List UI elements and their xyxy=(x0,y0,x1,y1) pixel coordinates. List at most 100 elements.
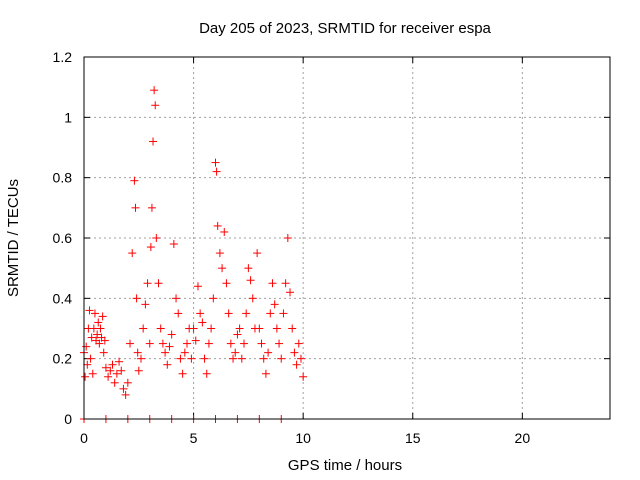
data-point xyxy=(161,348,170,357)
data-point xyxy=(96,324,105,333)
data-point xyxy=(239,339,248,348)
data-point xyxy=(100,336,109,345)
data-point xyxy=(99,348,108,357)
data-point xyxy=(264,348,273,357)
data-point xyxy=(141,300,150,309)
data-point xyxy=(130,176,139,185)
data-point xyxy=(134,366,143,375)
data-point xyxy=(112,369,121,378)
data-point xyxy=(204,339,213,348)
data-point xyxy=(207,324,216,333)
data-point xyxy=(132,294,141,303)
data-point xyxy=(87,333,96,342)
data-point xyxy=(233,330,242,339)
data-point xyxy=(95,339,104,348)
data-point xyxy=(296,354,305,363)
data-point xyxy=(193,282,202,291)
data-point xyxy=(270,300,279,309)
data-point xyxy=(165,342,174,351)
y-tick-label: 1 xyxy=(64,109,72,125)
data-point xyxy=(123,378,132,387)
data-point xyxy=(154,279,163,288)
data-point xyxy=(169,240,178,249)
data-point xyxy=(104,372,113,381)
data-point xyxy=(86,354,95,363)
data-point xyxy=(248,294,257,303)
data-point xyxy=(110,378,119,387)
data-point xyxy=(180,348,189,357)
data-point xyxy=(117,366,126,375)
chart-title: Day 205 of 2023, SRMTID for receiver esp… xyxy=(199,20,491,37)
data-point xyxy=(136,354,145,363)
data-point xyxy=(253,249,262,258)
data-point xyxy=(237,354,246,363)
data-point xyxy=(139,324,148,333)
data-point xyxy=(266,309,275,318)
data-point xyxy=(156,324,165,333)
data-point xyxy=(93,330,102,339)
data-point xyxy=(106,366,115,375)
data-point xyxy=(98,312,107,321)
data-point xyxy=(115,357,124,366)
x-tick-label: 5 xyxy=(190,430,198,446)
data-point xyxy=(286,288,295,297)
data-point xyxy=(143,279,152,288)
data-point xyxy=(147,203,156,212)
data-point xyxy=(224,309,233,318)
data-point xyxy=(261,369,270,378)
data-point xyxy=(150,86,159,95)
x-tick-label: 0 xyxy=(80,430,88,446)
data-point xyxy=(215,249,224,258)
data-point xyxy=(128,249,137,258)
data-point xyxy=(131,203,140,212)
data-point xyxy=(222,279,231,288)
data-point xyxy=(108,360,117,369)
data-point xyxy=(158,339,167,348)
y-tick-label: 1.2 xyxy=(53,49,73,65)
x-tick-label: 10 xyxy=(295,430,311,446)
data-point xyxy=(85,306,94,315)
y-tick-label: 0.2 xyxy=(53,351,73,367)
data-point xyxy=(244,264,253,273)
data-point xyxy=(213,221,222,230)
data-point xyxy=(212,167,221,176)
data-point xyxy=(151,101,160,110)
data-point xyxy=(283,234,292,242)
plot-frame xyxy=(83,56,611,420)
x-tick-label: 20 xyxy=(515,430,531,446)
data-point xyxy=(292,360,301,369)
data-point xyxy=(202,369,211,378)
data-point xyxy=(218,264,227,273)
data-point xyxy=(119,384,128,393)
data-point xyxy=(226,339,235,348)
data-point xyxy=(83,360,92,369)
data-point xyxy=(198,318,207,327)
data-point xyxy=(172,294,181,303)
data-point xyxy=(167,330,176,339)
data-point xyxy=(82,342,91,351)
data-point xyxy=(242,309,251,318)
data-point xyxy=(146,243,155,252)
data-point xyxy=(187,354,196,363)
data-point xyxy=(246,276,255,285)
data-point xyxy=(259,354,268,363)
data-point xyxy=(145,339,154,348)
data-point xyxy=(299,372,308,381)
data-point xyxy=(88,369,97,378)
data-point xyxy=(163,360,172,369)
data-point xyxy=(176,354,185,363)
data-point xyxy=(211,158,220,167)
data-point xyxy=(121,390,130,399)
data-point xyxy=(90,309,99,318)
x-tick-label: 15 xyxy=(405,430,421,446)
data-point xyxy=(200,354,209,363)
x-axis-label: GPS time / hours xyxy=(288,457,402,474)
data-point xyxy=(231,348,240,357)
data-point xyxy=(126,339,135,348)
data-point xyxy=(178,369,187,378)
data-point xyxy=(255,324,264,333)
data-point xyxy=(174,309,183,318)
data-point xyxy=(81,372,90,381)
data-point xyxy=(101,363,110,372)
